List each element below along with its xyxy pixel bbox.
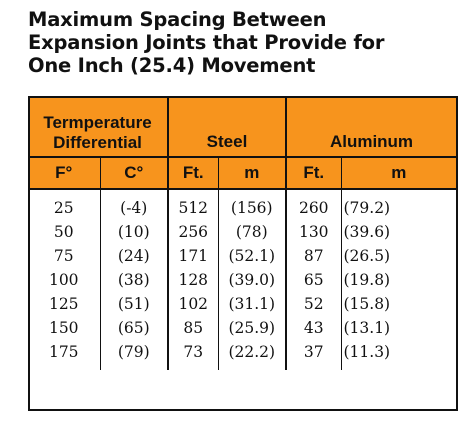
cell-steel-ft: 73 bbox=[167, 340, 218, 370]
cell-fahrenheit: 150 bbox=[48, 319, 79, 337]
temperature-header-line-1: Termperature bbox=[43, 113, 152, 132]
table-row: 100 (38) 128 (39.0) 65 (19.8) bbox=[28, 268, 456, 292]
table-border-bottom bbox=[28, 409, 458, 411]
table-border-top bbox=[28, 96, 458, 98]
cell-aluminum-ft: 37 bbox=[285, 340, 341, 370]
cell-steel-ft: 85 bbox=[167, 316, 218, 340]
title-line-1: Maximum Spacing Between bbox=[28, 8, 327, 31]
table-border-right bbox=[456, 96, 458, 411]
cell-aluminum-m: (26.5) bbox=[340, 244, 456, 268]
cell-steel-m: (156) bbox=[217, 189, 286, 220]
cell-aluminum-ft: 87 bbox=[285, 244, 341, 268]
title-line-2: Expansion Joints that Provide for bbox=[28, 31, 385, 54]
cell-fahrenheit: 50 bbox=[53, 223, 74, 241]
unit-header-aluminum-m: m bbox=[340, 156, 456, 190]
cell-steel-m: (78) bbox=[217, 220, 286, 244]
cell-celsius: (24) bbox=[99, 244, 168, 268]
cell-celsius: (65) bbox=[99, 316, 168, 340]
cell-celsius: (51) bbox=[99, 292, 168, 316]
cell-steel-m: (31.1) bbox=[217, 292, 286, 316]
temperature-header-line-2: Differential bbox=[53, 133, 142, 152]
temperature-differential-header: Termperature Differential bbox=[28, 97, 168, 157]
table-row: 150 (65) 85 (25.9) 43 (13.1) bbox=[28, 316, 456, 340]
steel-header: Steel bbox=[167, 97, 286, 157]
table-row: 50 (10) 256 (78) 130 (39.6) bbox=[28, 220, 456, 244]
cell-steel-ft: 171 bbox=[167, 244, 218, 268]
unit-header-steel-m: m bbox=[217, 156, 286, 190]
cell-steel-ft: 102 bbox=[167, 292, 218, 316]
cell-aluminum-m: (11.3) bbox=[340, 340, 456, 370]
table-row: 25 (-4) 512 (156) 260 (79.2) bbox=[28, 189, 456, 220]
cell-fahrenheit: 125 bbox=[48, 295, 79, 313]
cell-steel-m: (52.1) bbox=[217, 244, 286, 268]
table-row: 75 (24) 171 (52.1) 87 (26.5) bbox=[28, 244, 456, 268]
unit-header-steel-ft: Ft. bbox=[167, 156, 218, 190]
cell-celsius: (-4) bbox=[99, 189, 168, 220]
cell-steel-ft: 128 bbox=[167, 268, 218, 292]
unit-header-celsius: C° bbox=[99, 156, 168, 190]
cell-steel-m: (25.9) bbox=[217, 316, 286, 340]
cell-celsius: (38) bbox=[99, 268, 168, 292]
aluminum-header: Aluminum bbox=[285, 97, 456, 157]
cell-aluminum-m: (15.8) bbox=[340, 292, 456, 316]
cell-aluminum-m: (13.1) bbox=[340, 316, 456, 340]
table-row: 175 (79) 73 (22.2) 37 (11.3) bbox=[28, 340, 456, 370]
cell-aluminum-ft: 260 bbox=[285, 189, 341, 220]
unit-header-fahrenheit: F° bbox=[28, 156, 100, 190]
cell-steel-m: (22.2) bbox=[217, 340, 286, 370]
cell-steel-ft: 256 bbox=[167, 220, 218, 244]
cell-celsius: (10) bbox=[99, 220, 168, 244]
cell-aluminum-m: (79.2) bbox=[340, 189, 456, 220]
unit-header-aluminum-ft: Ft. bbox=[285, 156, 341, 190]
cell-aluminum-ft: 43 bbox=[285, 316, 341, 340]
table-border-left bbox=[28, 96, 30, 411]
cell-aluminum-ft: 52 bbox=[285, 292, 341, 316]
cell-steel-m: (39.0) bbox=[217, 268, 286, 292]
cell-fahrenheit: 100 bbox=[48, 271, 79, 289]
cell-aluminum-m: (19.8) bbox=[340, 268, 456, 292]
cell-aluminum-ft: 65 bbox=[285, 268, 341, 292]
cell-steel-ft: 512 bbox=[167, 189, 218, 220]
table-title: Maximum Spacing Between Expansion Joints… bbox=[28, 8, 468, 77]
table-row: 125 (51) 102 (31.1) 52 (15.8) bbox=[28, 292, 456, 316]
title-line-3: One Inch (25.4) Movement bbox=[28, 54, 316, 77]
cell-fahrenheit: 25 bbox=[53, 199, 74, 217]
expansion-joint-table: Termperature Differential Steel Aluminum… bbox=[28, 97, 456, 370]
cell-fahrenheit: 75 bbox=[53, 247, 74, 265]
cell-celsius: (79) bbox=[99, 340, 168, 370]
cell-aluminum-ft: 130 bbox=[285, 220, 341, 244]
cell-aluminum-m: (39.6) bbox=[340, 220, 456, 244]
cell-fahrenheit: 175 bbox=[48, 343, 79, 361]
